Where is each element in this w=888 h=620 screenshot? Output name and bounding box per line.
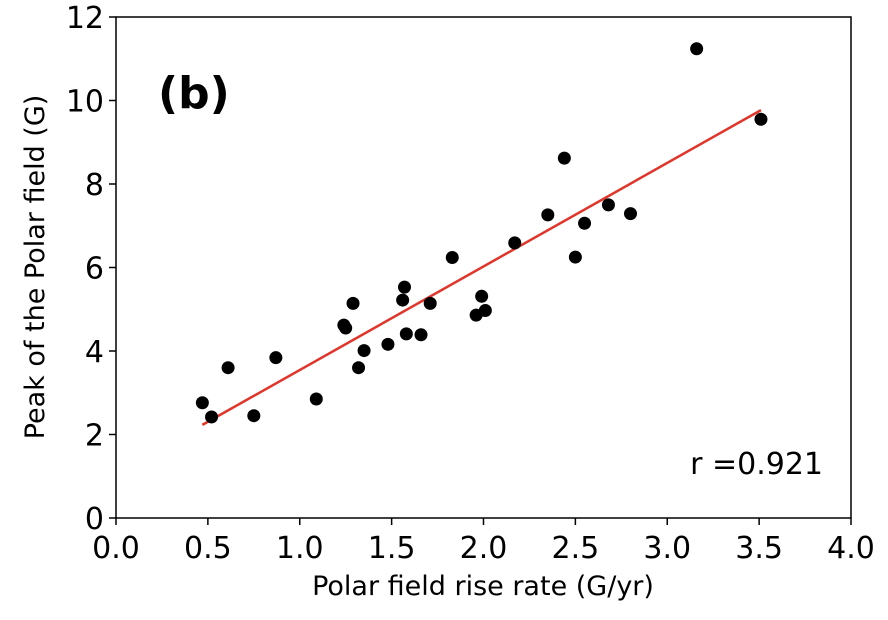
y-tick-label: 12 bbox=[66, 1, 104, 36]
data-point bbox=[346, 296, 360, 310]
y-tick-label: 2 bbox=[85, 419, 104, 454]
x-axis-ticks: 0.0 0.5 1.0 1.5 2.0 2.5 3.0 3.5 4.0 bbox=[92, 518, 875, 566]
data-point bbox=[541, 208, 555, 222]
data-point bbox=[624, 207, 637, 221]
data-point bbox=[399, 327, 413, 341]
data-point bbox=[445, 250, 459, 264]
data-point bbox=[381, 337, 395, 351]
data-point bbox=[339, 321, 353, 335]
data-point bbox=[475, 289, 489, 303]
data-point bbox=[357, 344, 371, 358]
data-point bbox=[754, 112, 768, 126]
data-point bbox=[568, 250, 582, 264]
y-tick-label: 4 bbox=[85, 335, 104, 370]
data-point bbox=[478, 304, 492, 318]
y-axis-label: Peak of the Polar field (G) bbox=[20, 95, 51, 440]
data-point bbox=[690, 42, 704, 56]
fit-line-group bbox=[201, 109, 762, 426]
data-point bbox=[396, 293, 410, 307]
x-tick-label: 4.0 bbox=[827, 531, 875, 566]
y-tick-label: 6 bbox=[85, 252, 104, 287]
x-tick-label: 2.5 bbox=[552, 531, 600, 566]
y-tick-label: 8 bbox=[85, 168, 104, 203]
x-tick-label: 1.0 bbox=[276, 531, 324, 566]
data-point bbox=[508, 236, 522, 250]
data-point bbox=[423, 296, 437, 310]
data-point bbox=[578, 216, 592, 230]
data-point bbox=[352, 361, 366, 375]
data-point bbox=[557, 151, 571, 165]
data-point bbox=[195, 396, 209, 410]
y-tick-label: 10 bbox=[66, 85, 104, 120]
data-point bbox=[601, 198, 615, 212]
x-tick-label: 3.0 bbox=[643, 531, 691, 566]
x-tick-label: 1.5 bbox=[368, 531, 416, 566]
x-tick-label: 3.5 bbox=[735, 531, 783, 566]
data-point bbox=[247, 409, 261, 423]
data-point bbox=[205, 410, 219, 424]
x-axis-label: Polar field rise rate (G/yr) bbox=[312, 571, 654, 602]
data-point bbox=[397, 280, 411, 294]
correlation-annotation: r =0.921 bbox=[690, 447, 823, 482]
panel-label: (b) bbox=[158, 68, 230, 119]
data-points bbox=[195, 42, 768, 424]
x-tick-label: 2.0 bbox=[460, 531, 508, 566]
data-point bbox=[309, 392, 323, 406]
y-axis-ticks: 0 2 4 6 8 10 12 bbox=[66, 1, 116, 537]
fit-line bbox=[201, 109, 762, 426]
data-point bbox=[414, 328, 428, 342]
x-tick-label: 0.0 bbox=[92, 531, 140, 566]
x-tick-label: 0.5 bbox=[184, 531, 232, 566]
data-point bbox=[269, 351, 283, 365]
y-tick-label: 0 bbox=[85, 502, 104, 537]
data-point bbox=[221, 361, 235, 375]
